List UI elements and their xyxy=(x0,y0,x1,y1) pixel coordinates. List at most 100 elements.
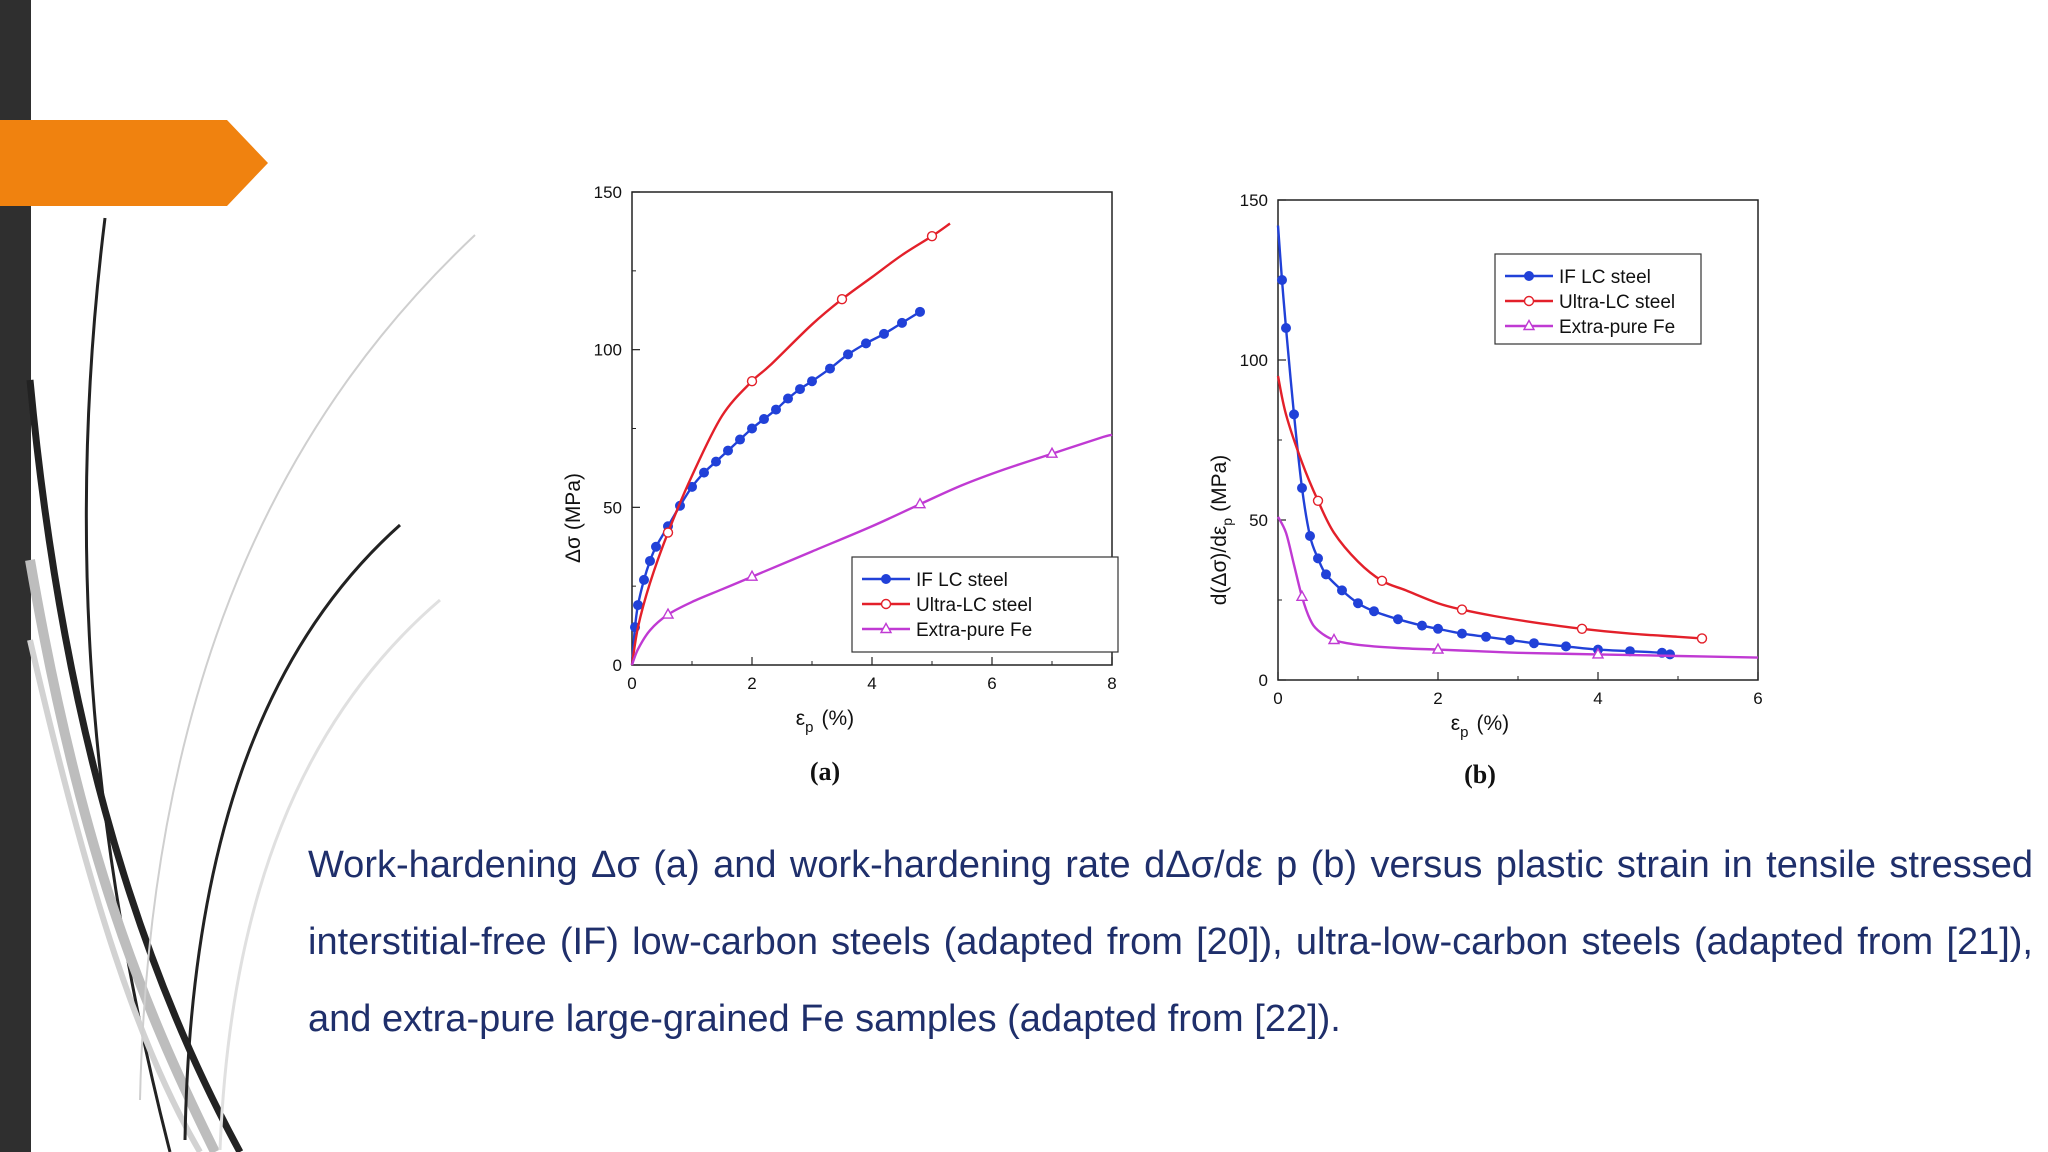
panel-label: (a) xyxy=(810,757,840,786)
data-point xyxy=(662,527,674,538)
data-point xyxy=(633,600,643,611)
x-tick-label: 0 xyxy=(627,674,636,693)
data-point xyxy=(1289,409,1299,420)
x-tick-label: 8 xyxy=(1107,674,1116,693)
y-tick-label: 50 xyxy=(603,498,622,517)
data-point xyxy=(1433,623,1443,634)
data-point xyxy=(915,306,925,317)
x-tick-label: 6 xyxy=(1753,689,1762,708)
x-axis-label-sub: p xyxy=(1460,724,1468,741)
data-point xyxy=(861,338,871,349)
series-2 xyxy=(1276,516,1759,659)
data-point xyxy=(1295,589,1309,601)
data-point xyxy=(723,445,733,456)
data-point xyxy=(746,375,758,387)
data-point xyxy=(651,541,661,552)
x-tick-label: 4 xyxy=(867,674,876,693)
x-axis-label-symbol: ε xyxy=(796,707,805,730)
y-axis-label: d(Δσ)/dεp (MPa) xyxy=(1208,455,1235,606)
data-point xyxy=(1321,569,1331,580)
data-point xyxy=(1591,647,1605,659)
x-axis-label-unit: (%) xyxy=(822,707,855,730)
legend-label: Extra-pure Fe xyxy=(916,620,1032,641)
data-point xyxy=(1376,575,1388,586)
series-line xyxy=(630,433,1113,666)
data-point xyxy=(825,363,835,374)
y-axis-label-sub: p xyxy=(1219,518,1235,526)
data-point xyxy=(1327,633,1341,645)
legend-marker xyxy=(881,574,891,584)
x-axis-label: εp (%) xyxy=(796,707,854,736)
data-point xyxy=(735,434,745,445)
data-point xyxy=(661,607,675,619)
data-point xyxy=(639,574,649,585)
figure-caption: Work-hardening Δσ (a) and work-hardening… xyxy=(308,844,2033,1040)
data-point xyxy=(711,456,721,467)
data-point xyxy=(1337,585,1347,596)
data-point xyxy=(926,230,938,242)
data-point xyxy=(1529,638,1539,649)
data-point xyxy=(879,328,889,339)
data-point xyxy=(1277,275,1287,285)
legend-marker xyxy=(880,598,892,610)
data-point xyxy=(1369,606,1379,617)
data-point xyxy=(1561,641,1571,652)
x-tick-label: 2 xyxy=(1433,689,1442,708)
chart-a-work-hardening: 0 2 4 6 8 0 50 100 150 εp (%) Δσ (MPa) (a) IF LC stee… xyxy=(562,183,1119,786)
orange-accent-arrow xyxy=(0,120,268,206)
data-point xyxy=(1281,323,1291,333)
legend: IF LC steel Ultra-LC steel Extra-pure Fe xyxy=(851,556,1119,653)
data-point xyxy=(1312,495,1324,506)
legend-marker xyxy=(1523,295,1535,307)
series-2 xyxy=(630,433,1113,666)
decorative-swoosh-lines xyxy=(25,217,476,1152)
y-tick-label: 150 xyxy=(594,183,622,202)
y-tick-label: 100 xyxy=(594,341,622,360)
series-0 xyxy=(630,306,925,666)
y-tick-label: 0 xyxy=(613,656,622,675)
data-point xyxy=(843,349,853,360)
data-point xyxy=(897,317,907,328)
data-point xyxy=(1481,631,1491,642)
data-point xyxy=(645,555,655,566)
data-point xyxy=(1505,635,1515,645)
data-point xyxy=(1393,614,1403,625)
legend: IF LC steel Ultra-LC steel Extra-pure Fe xyxy=(1494,253,1702,345)
data-point xyxy=(699,467,709,478)
data-point xyxy=(1417,620,1427,631)
series-1 xyxy=(630,222,951,666)
panel-label: (b) xyxy=(1464,760,1496,789)
data-point xyxy=(836,294,848,305)
data-point xyxy=(1305,531,1315,541)
data-point xyxy=(759,414,769,425)
series-line xyxy=(1276,375,1703,640)
legend-label: Ultra-LC steel xyxy=(916,595,1032,616)
legend-marker xyxy=(1524,271,1534,281)
data-point xyxy=(1665,649,1675,660)
y-axis-label-symbol: d(Δσ)/dε xyxy=(1208,526,1231,606)
orange-arrow-shape xyxy=(0,120,268,206)
y-tick-label: 100 xyxy=(1240,351,1268,370)
data-point xyxy=(1456,604,1468,615)
data-point xyxy=(783,393,793,404)
data-point xyxy=(913,497,927,509)
series-line xyxy=(1276,516,1759,659)
legend-marker xyxy=(1522,319,1536,331)
x-tick-label: 4 xyxy=(1593,689,1602,708)
data-point xyxy=(1457,628,1467,639)
data-point xyxy=(1576,623,1588,634)
data-point xyxy=(1696,633,1708,644)
series-1 xyxy=(1276,375,1708,644)
data-point xyxy=(745,569,759,581)
legend-label: IF LC steel xyxy=(1559,267,1651,288)
legend-label: IF LC steel xyxy=(916,570,1008,591)
data-point xyxy=(747,423,757,434)
data-point xyxy=(807,376,817,387)
data-point xyxy=(1313,553,1323,564)
legend-label: Ultra-LC steel xyxy=(1559,292,1675,313)
y-tick-label: 150 xyxy=(1240,191,1268,210)
data-point xyxy=(1045,446,1059,458)
y-axis-label: Δσ (MPa) xyxy=(562,473,585,563)
legend-label: Extra-pure Fe xyxy=(1559,317,1675,338)
